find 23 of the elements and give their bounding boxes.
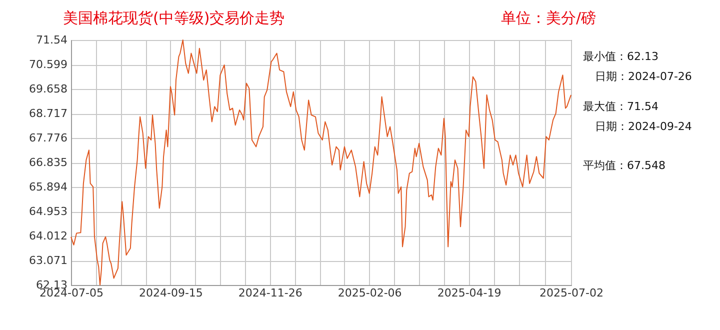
text: 最大值：71.54	[583, 100, 658, 113]
text: 日期：2024-07-26	[595, 70, 692, 83]
text: 最小值：62.13	[583, 50, 658, 63]
line-series	[70, 40, 572, 286]
y-tick-label: 64.012	[29, 230, 68, 242]
y-tick-label: 71.54	[36, 34, 68, 46]
y-tick-label: 66.835	[29, 156, 68, 169]
y-tick-label: 69.658	[29, 82, 68, 96]
text: 平均值：67.548	[583, 159, 666, 172]
x-tick-label: 2024-09-15	[138, 286, 203, 300]
y-tick-label: 67.776	[29, 132, 68, 144]
x-tick-label: 2024-11-26	[238, 286, 302, 300]
x-tick-label: 2025-02-06	[338, 286, 402, 300]
x-tick-label: 2025-04-19	[437, 286, 502, 300]
y-tick-label: 63.071	[29, 254, 68, 267]
chart-subtitle: 单位：美分/磅	[501, 9, 596, 27]
y-tick-label: 65.894	[29, 180, 68, 194]
y-tick-label: 68.717	[29, 107, 68, 120]
x-tick-label: 2025-07-02	[540, 286, 604, 300]
chart-title: 美国棉花现货(中等级)交易价走势	[63, 9, 285, 27]
y-tick-label: 64.953	[29, 205, 68, 218]
text: 日期：2024-09-24	[595, 120, 692, 133]
y-tick-label: 70.599	[29, 58, 68, 71]
